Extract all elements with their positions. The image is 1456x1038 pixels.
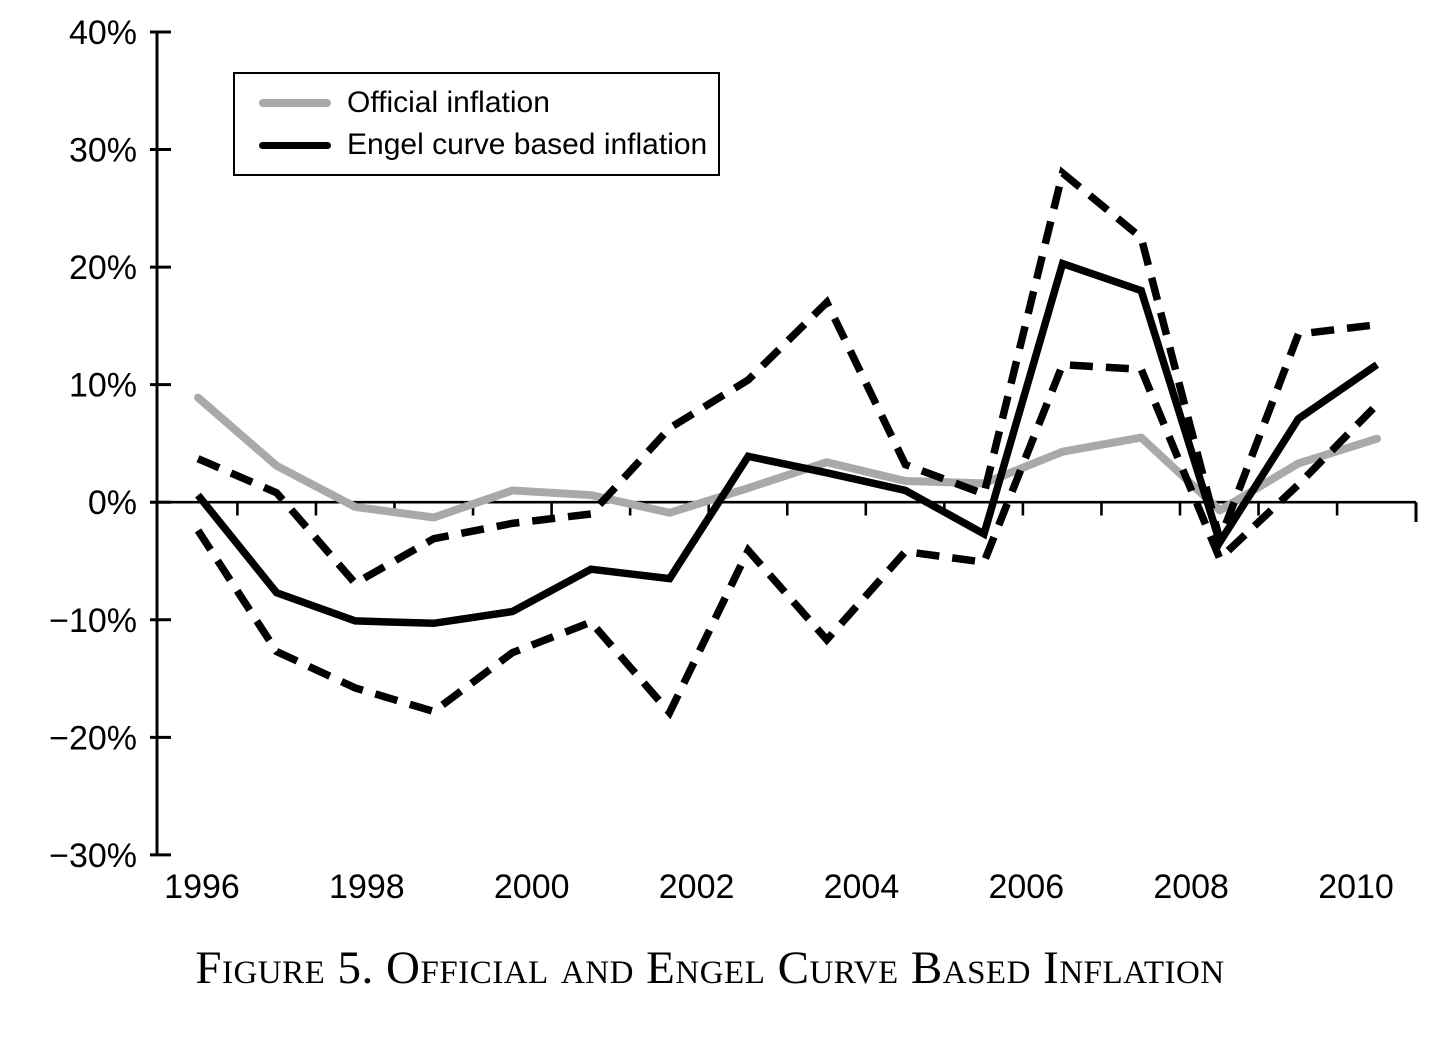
figure-caption: Figure 5. Official and Engel Curve Based…	[195, 942, 1225, 994]
y-tick-label: −10%	[49, 602, 137, 640]
confidence-band-lower-line	[194, 360, 1380, 720]
engel-line-swatch	[259, 141, 331, 149]
legend-item-engel: Engel curve based inflation	[235, 124, 718, 166]
y-tick-label: −30%	[49, 837, 137, 875]
chart-legend: Official inflation Engel curve based inf…	[233, 72, 720, 176]
legend-label-engel: Engel curve based inflation	[347, 128, 708, 161]
y-tick-label: 30%	[69, 132, 137, 170]
x-tick-label: 1998	[329, 868, 405, 906]
y-tick-label: 10%	[69, 367, 137, 405]
engel-curve-inflation-line	[195, 258, 1380, 628]
x-tick-label: 2000	[494, 868, 570, 906]
official-inflation-line	[194, 393, 1381, 522]
x-tick-label: 2008	[1153, 868, 1229, 906]
x-tick-label: 1996	[164, 868, 240, 906]
legend-item-official: Official inflation	[235, 82, 718, 124]
y-tick-label: −20%	[49, 719, 137, 757]
x-tick-label: 2006	[988, 868, 1064, 906]
y-tick-label: 20%	[69, 249, 137, 287]
official-line-swatch	[259, 99, 331, 107]
x-tick-label: 2004	[824, 868, 900, 906]
confidence-band-upper-line	[196, 166, 1378, 589]
y-tick-label: 0%	[88, 484, 137, 522]
x-tick-label: 2002	[659, 868, 735, 906]
legend-label-official: Official inflation	[347, 86, 550, 119]
x-tick-label: 2010	[1318, 868, 1394, 906]
y-tick-label: 40%	[69, 14, 137, 52]
